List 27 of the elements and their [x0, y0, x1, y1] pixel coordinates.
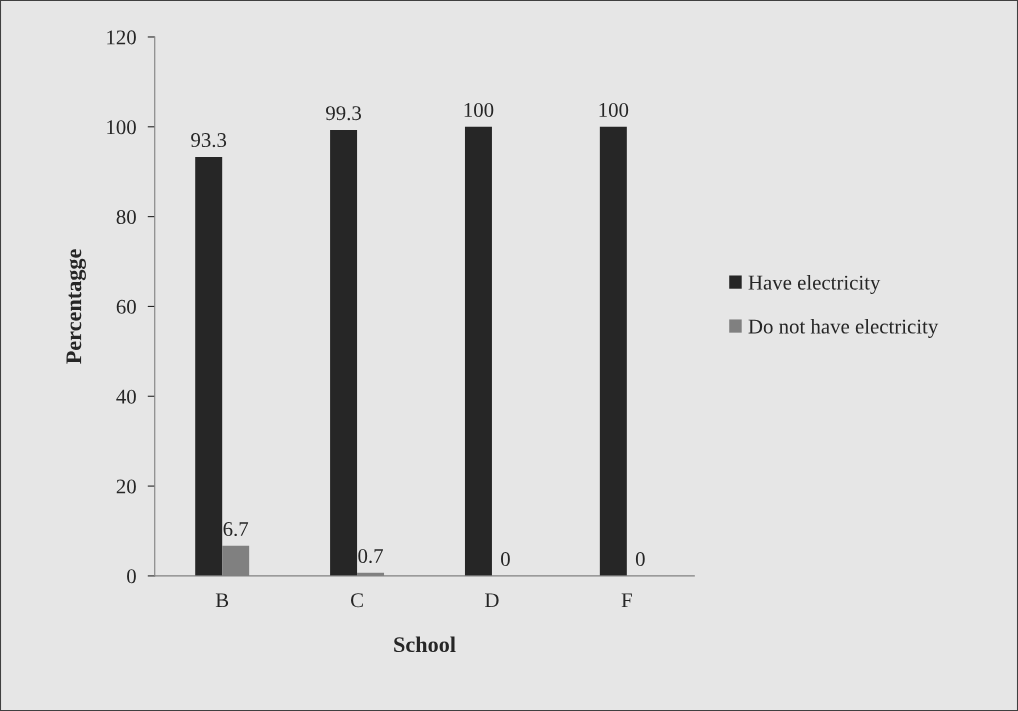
bar: [195, 156, 223, 576]
bar: [464, 126, 492, 576]
y-tick-label: 80: [116, 209, 136, 225]
data-label: 100: [464, 102, 494, 118]
legend-label: Do not have electricity: [748, 318, 939, 338]
data-label: 0.7: [358, 548, 383, 564]
bar: [330, 129, 358, 576]
data-label: 93.3: [191, 133, 227, 148]
x-tick-label: D: [485, 593, 499, 608]
x-tick-label: F: [621, 593, 632, 608]
data-label: 99.3: [326, 106, 361, 121]
y-tick-label: 100: [107, 120, 136, 135]
data-label: 0: [501, 552, 510, 567]
x-axis-title: School: [394, 636, 456, 653]
y-tick-label: 40: [116, 389, 136, 404]
bar: [599, 126, 627, 576]
legend-label: Have electricity: [748, 274, 881, 294]
data-label: 100: [599, 102, 629, 118]
data-label: 0: [635, 552, 645, 567]
x-tick-label: B: [215, 593, 229, 608]
x-tick-label: C: [350, 593, 363, 608]
y-tick-label: 0: [127, 569, 136, 584]
y-tick-label: 20: [116, 479, 136, 494]
y-axis-title: Percentagge: [66, 249, 86, 364]
data-label: 6.7: [223, 522, 249, 537]
y-tick-label: 120: [107, 30, 136, 45]
y-tick-label: 60: [116, 299, 136, 314]
